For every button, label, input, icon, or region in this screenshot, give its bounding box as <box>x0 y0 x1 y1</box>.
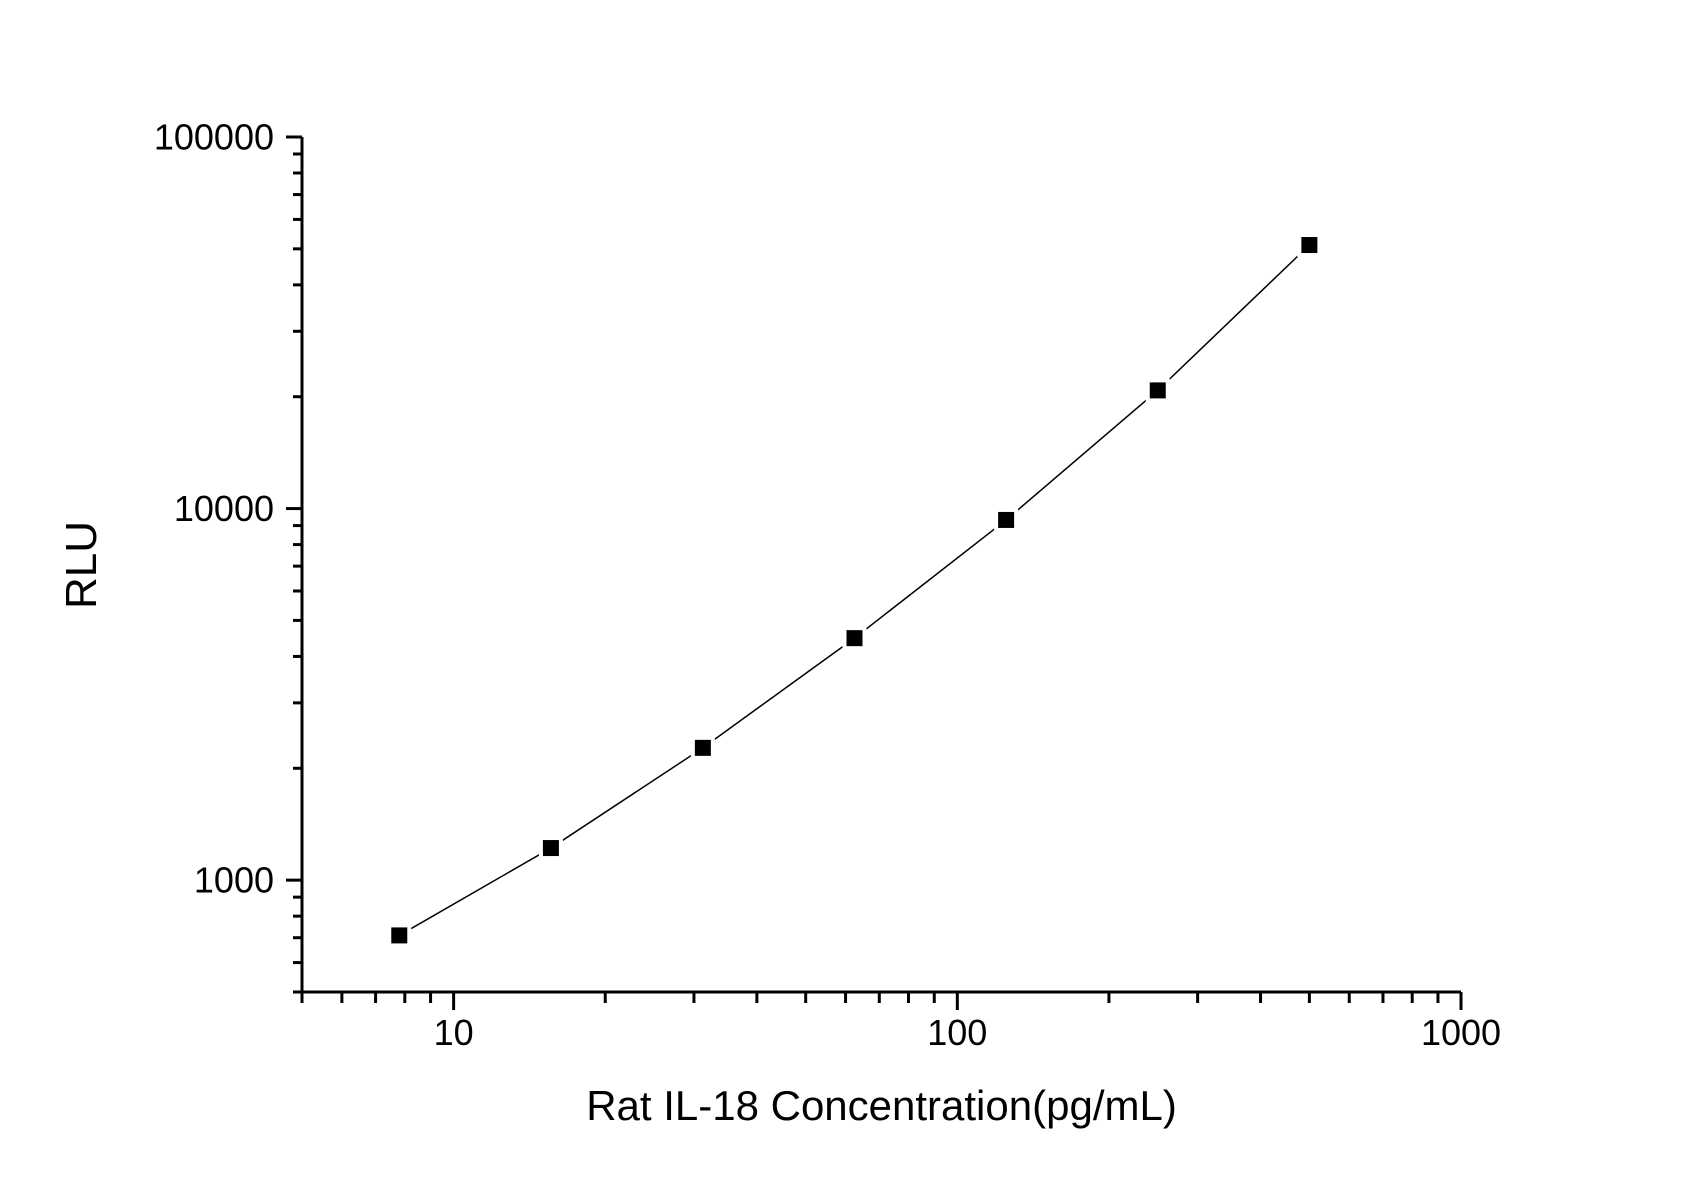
y-axis-title: RLU <box>57 520 106 610</box>
x-tick-label: 100 <box>927 1012 987 1053</box>
y-tick-label: 1000 <box>194 860 274 901</box>
data-point-marker <box>998 511 1015 528</box>
data-point-marker <box>391 927 408 944</box>
x-axis-title: Rat IL-18 Concentration(pg/mL) <box>586 1082 1177 1129</box>
x-tick-label: 10 <box>434 1012 474 1053</box>
y-tick-label: 10000 <box>174 488 274 529</box>
data-point-marker <box>846 630 863 647</box>
x-tick-label: 1000 <box>1421 1012 1501 1053</box>
series-line <box>398 244 1310 937</box>
data-point-marker <box>694 739 711 756</box>
data-point-marker <box>1301 237 1318 254</box>
y-tick-label: 100000 <box>154 117 274 158</box>
data-point-marker <box>1149 382 1166 399</box>
data-point-marker <box>542 840 559 857</box>
